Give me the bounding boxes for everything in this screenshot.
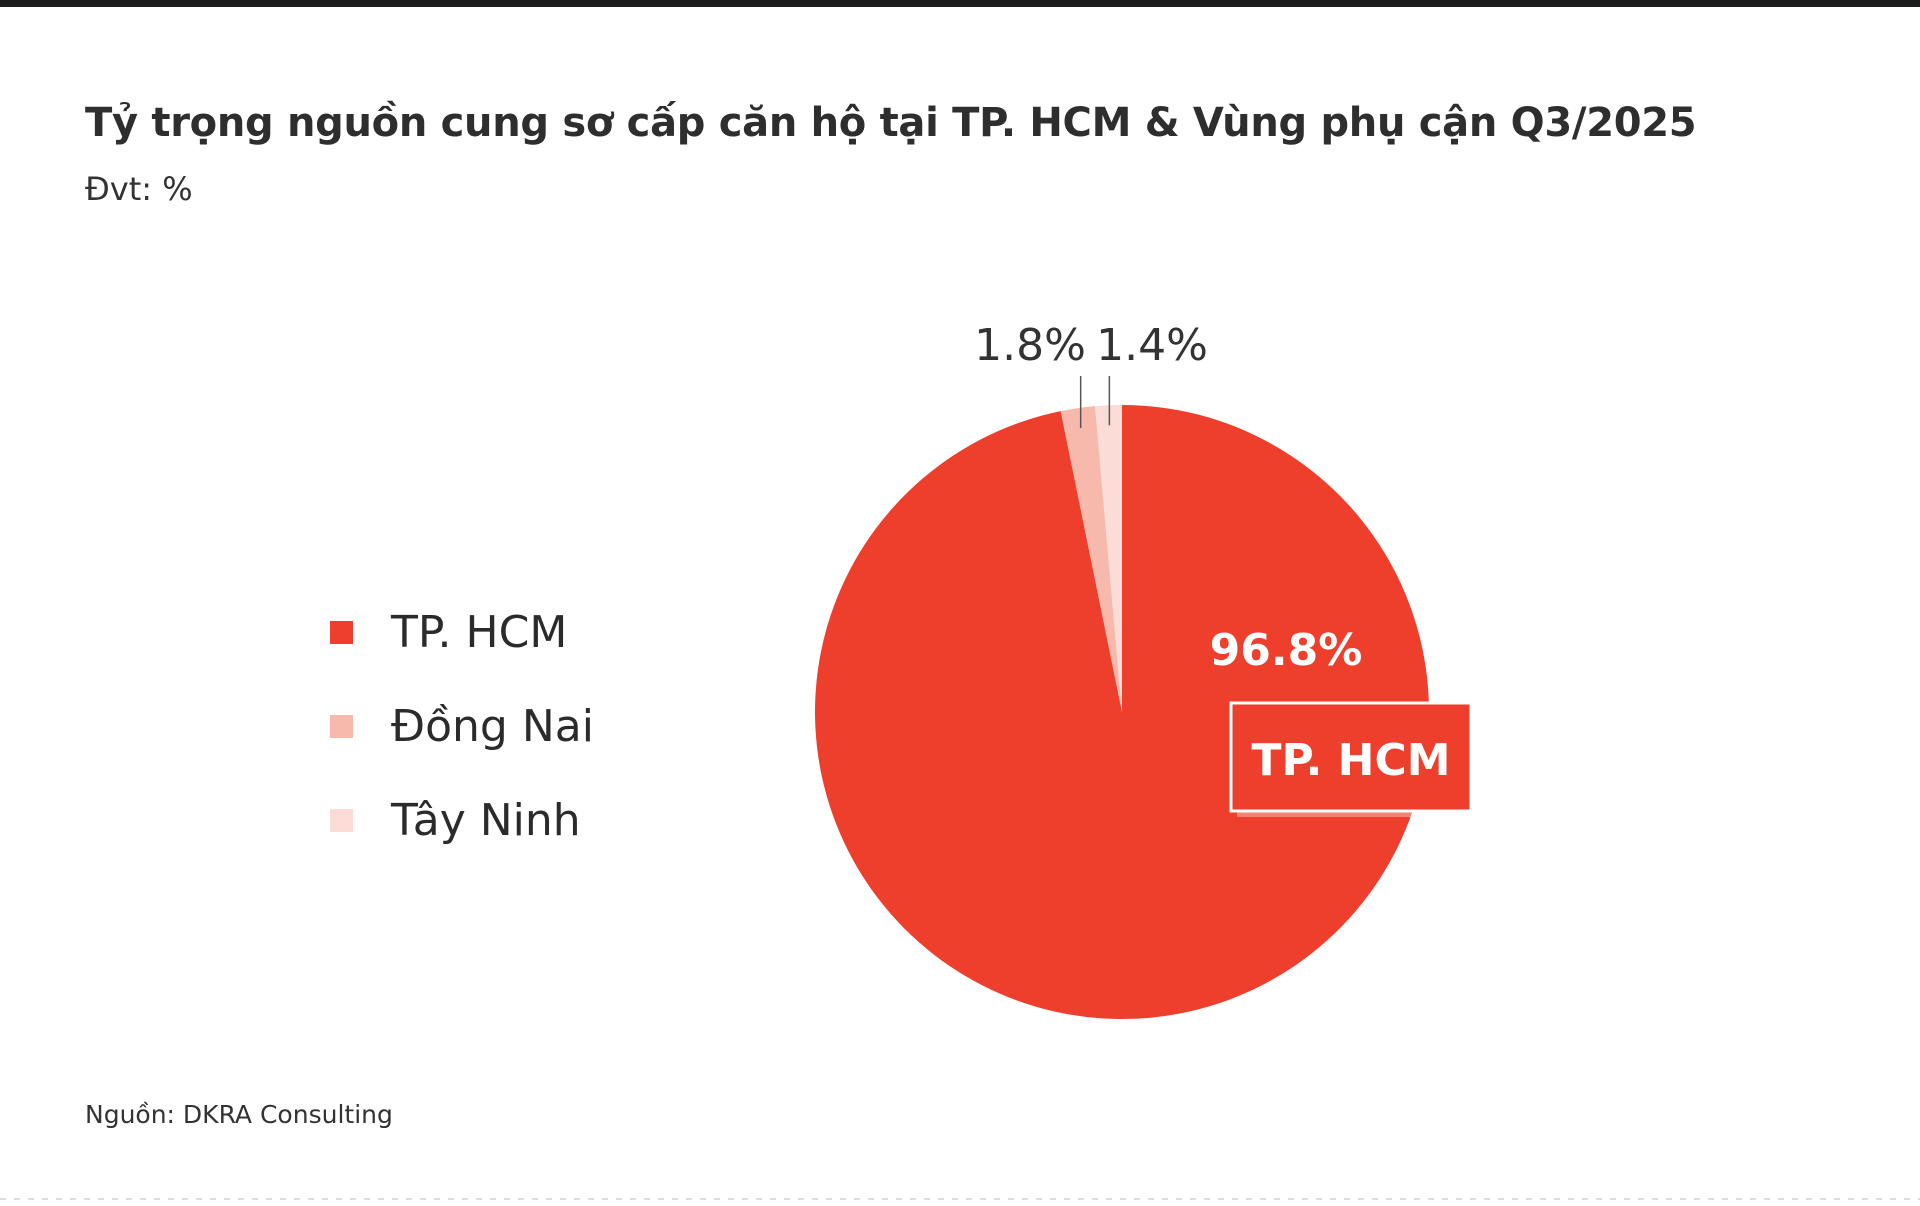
callout-box: TP. HCM bbox=[1229, 701, 1477, 817]
data-label-hcm: 96.8% bbox=[1210, 625, 1363, 676]
data-label-dong-nai: 1.8% bbox=[974, 320, 1086, 371]
legend-label-tay-ninh: Tây Ninh bbox=[391, 794, 581, 846]
legend-item-hcm: TP. HCM bbox=[330, 585, 594, 679]
source-note: Nguồn: DKRA Consulting bbox=[85, 1100, 393, 1129]
pie-slices bbox=[815, 405, 1430, 1019]
chart-unit: Đvt: % bbox=[85, 170, 193, 208]
legend-swatch-tay-ninh bbox=[330, 808, 353, 832]
top-border bbox=[0, 0, 1920, 7]
callout-label: TP. HCM bbox=[1251, 735, 1450, 786]
legend-label-dong-nai: Đồng Nai bbox=[391, 700, 594, 752]
legend-label-hcm: TP. HCM bbox=[391, 606, 568, 658]
pie-slice-tay-ninh bbox=[1095, 405, 1122, 712]
legend-item-tay-ninh: Tây Ninh bbox=[330, 773, 594, 867]
pie-slice-dong-nai bbox=[1060, 406, 1122, 712]
legend-item-dong-nai: Đồng Nai bbox=[330, 679, 594, 773]
pie-slice-hcm bbox=[815, 405, 1430, 1019]
data-label-tay-ninh: 1.4% bbox=[1096, 320, 1208, 371]
chart-title: Tỷ trọng nguồn cung sơ cấp căn hộ tại TP… bbox=[85, 100, 1697, 146]
legend-swatch-hcm bbox=[330, 620, 353, 644]
leader-lines bbox=[1079, 376, 1111, 428]
legend-swatch-dong-nai bbox=[330, 714, 353, 738]
bottom-divider bbox=[0, 1198, 1920, 1200]
legend: TP. HCM Đồng Nai Tây Ninh bbox=[330, 585, 594, 867]
